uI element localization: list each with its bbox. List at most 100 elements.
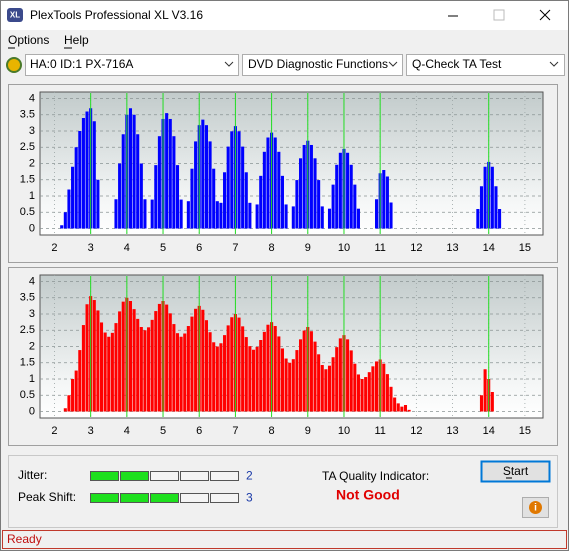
y-tick-label: 0 <box>29 405 35 417</box>
function-combo[interactable] <box>242 54 403 76</box>
close-button[interactable] <box>539 9 551 21</box>
bar <box>320 206 324 229</box>
bar <box>85 304 89 412</box>
x-tick-label: 8 <box>269 425 275 437</box>
bar <box>385 176 389 229</box>
bar <box>331 184 335 229</box>
bar <box>346 152 350 229</box>
combo-arrow <box>549 61 559 67</box>
x-tick-label: 3 <box>88 425 94 437</box>
x-tick-label: 5 <box>160 425 166 437</box>
x-tick-label: 10 <box>338 242 350 254</box>
bar <box>186 326 190 412</box>
bar <box>165 113 169 229</box>
meter-slot <box>210 493 239 503</box>
bar <box>172 136 176 229</box>
bar <box>168 118 172 229</box>
jitter-label: Jitter: <box>18 468 47 482</box>
bar <box>230 131 234 229</box>
bar <box>71 166 75 229</box>
bar <box>237 131 241 229</box>
bar <box>132 114 136 229</box>
bar <box>74 147 78 229</box>
bar <box>183 333 187 412</box>
bar <box>201 309 205 412</box>
bar <box>375 199 379 229</box>
bar <box>353 184 357 229</box>
bar <box>302 330 306 412</box>
bar <box>248 346 252 412</box>
title-bar <box>1 1 568 30</box>
menu-options[interactable]: Options <box>8 33 49 47</box>
bar <box>288 362 292 412</box>
bar <box>168 313 172 412</box>
bar <box>150 199 154 229</box>
bar <box>179 199 183 229</box>
bar <box>360 379 364 412</box>
bar <box>327 208 332 229</box>
bar <box>81 118 85 229</box>
ta-label: TA Quality Indicator: <box>322 469 429 483</box>
bar <box>139 327 143 412</box>
y-tick-label: 0 <box>29 222 35 234</box>
x-tick-label: 6 <box>196 425 202 437</box>
y-tick-label: 3 <box>29 308 35 320</box>
maximize-button[interactable] <box>493 9 505 21</box>
y-tick-label: 1 <box>29 373 35 385</box>
bar <box>309 331 313 412</box>
bar <box>371 366 375 412</box>
bar <box>226 325 230 412</box>
meter-slot-filled <box>120 471 149 481</box>
bar <box>219 202 223 229</box>
bar <box>165 304 169 412</box>
bar <box>277 336 281 412</box>
bar <box>248 202 252 229</box>
bar <box>128 108 133 229</box>
bar <box>175 165 180 229</box>
bar <box>157 303 161 412</box>
bar <box>204 320 208 412</box>
x-tick-label: 5 <box>160 242 166 254</box>
bar <box>139 163 143 229</box>
start-button[interactable] <box>480 460 551 483</box>
y-tick-label: 3.5 <box>20 292 35 304</box>
bar <box>309 144 313 229</box>
bar <box>208 141 212 229</box>
bar <box>114 199 118 229</box>
x-tick-label: 13 <box>446 425 458 437</box>
bar <box>186 201 190 229</box>
bar <box>67 189 71 229</box>
bar <box>81 325 85 412</box>
test-combo[interactable] <box>406 54 565 76</box>
bar <box>121 301 125 412</box>
bar <box>498 209 502 229</box>
bar <box>389 202 393 229</box>
bar <box>262 151 266 229</box>
y-tick-label: 3 <box>29 125 35 137</box>
menu-help[interactable]: Help <box>64 33 89 47</box>
bar <box>396 403 400 412</box>
bar <box>175 333 180 412</box>
x-tick-label: 14 <box>483 242 495 254</box>
y-tick-label: 2.5 <box>20 141 35 153</box>
bar <box>335 347 339 412</box>
bar <box>490 166 494 229</box>
x-tick-label: 13 <box>446 242 458 254</box>
drive-combo[interactable] <box>25 54 239 76</box>
bar <box>194 141 198 229</box>
bar <box>403 405 408 412</box>
status-bar <box>2 530 567 549</box>
meter-slot <box>180 493 209 503</box>
bar <box>389 386 393 412</box>
bar <box>317 354 321 412</box>
bar <box>291 206 295 229</box>
bar <box>63 408 67 412</box>
bar <box>118 163 122 229</box>
bar <box>393 397 397 412</box>
bar <box>143 330 147 412</box>
window-title: PlexTools Professional XL V3.16 <box>30 8 203 22</box>
bar <box>255 204 259 229</box>
bar <box>273 137 277 229</box>
status-text: Ready <box>7 532 42 546</box>
